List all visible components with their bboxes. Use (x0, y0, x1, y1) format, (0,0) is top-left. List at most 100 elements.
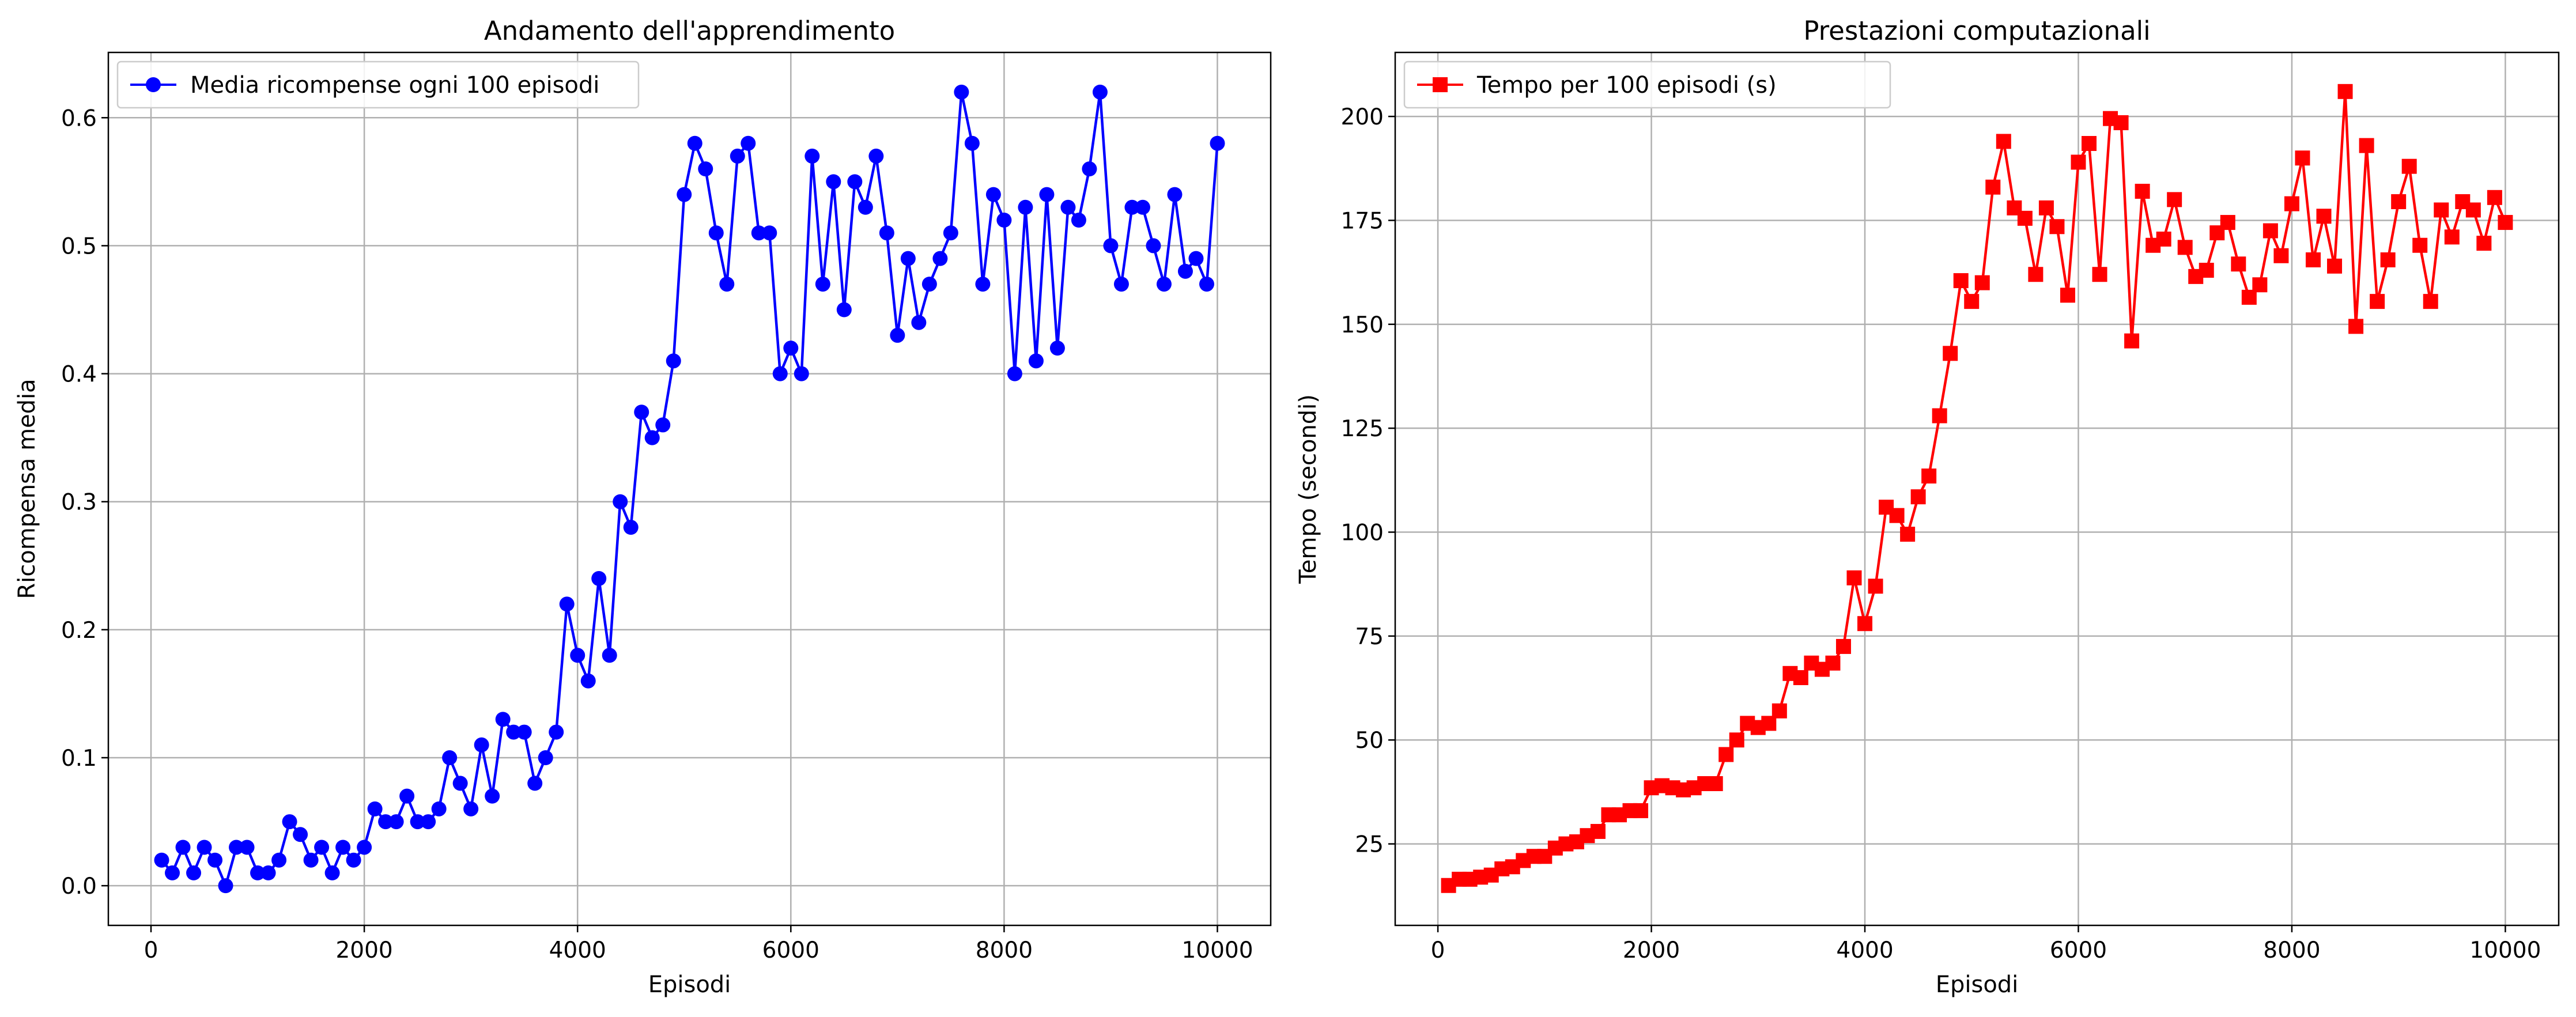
data-point (1113, 277, 1129, 292)
data-point (804, 148, 820, 164)
data-point (2444, 229, 2460, 245)
data-point (1910, 489, 1926, 505)
data-point (229, 840, 244, 855)
data-point (655, 417, 671, 433)
data-point (954, 84, 969, 100)
data-point (549, 724, 564, 740)
series-line (160, 90, 1219, 887)
data-point (613, 494, 628, 509)
data-point (2049, 219, 2065, 235)
data-point (570, 648, 586, 663)
data-point (2263, 223, 2278, 239)
x-tick-label: 0 (144, 937, 158, 963)
data-point (2231, 256, 2246, 272)
data-point (431, 801, 447, 816)
y-tick-label: 0.0 (61, 874, 97, 899)
data-point (324, 865, 340, 880)
y-tick-label: 50 (1355, 728, 1384, 754)
data-point (1007, 366, 1022, 381)
data-point (666, 353, 681, 369)
chart-panel-learning: 0 2000 4000 6000 8000 10000 0.0 0.1 0.2 0.3 0.4 0.5… (14, 16, 1272, 998)
legend-box (1403, 61, 1891, 109)
x-tick-label: 4000 (1836, 937, 1893, 963)
grid-lines (108, 52, 1271, 925)
data-point (815, 277, 830, 292)
x-axis-label: Episodi (1936, 971, 2019, 998)
data-point (1199, 277, 1214, 292)
data-point (2487, 190, 2502, 205)
y-tick-label: 200 (1341, 104, 1384, 130)
data-point (826, 174, 841, 190)
data-point (900, 251, 916, 266)
data-point (239, 840, 255, 855)
data-point (367, 801, 383, 816)
data-point (591, 570, 607, 586)
data-point (1082, 161, 1097, 177)
data-point (2391, 194, 2407, 209)
data-point (932, 251, 948, 266)
data-point (1868, 579, 1883, 594)
x-axis-label: Episodi (648, 971, 731, 998)
y-tick-label: 100 (1341, 520, 1384, 546)
data-point (868, 148, 884, 164)
y-tick-label: 0.5 (61, 233, 97, 259)
x-tick-label: 8000 (2263, 937, 2320, 963)
y-tick-label: 150 (1341, 312, 1384, 338)
data-point (293, 827, 308, 842)
data-point (1846, 570, 1862, 585)
data-point (1857, 616, 1873, 632)
y-tick-label: 0.2 (61, 618, 97, 644)
x-tick-label: 6000 (2050, 937, 2107, 963)
data-point (1060, 199, 1076, 215)
legend: Media ricompense ogni 100 episodi (116, 61, 640, 109)
legend: Tempo per 100 episodi (s) (1403, 61, 1891, 109)
data-point (463, 801, 479, 816)
data-point (2337, 84, 2353, 99)
data-point (1921, 468, 1937, 484)
data-point (741, 135, 756, 151)
data-point (2434, 202, 2449, 218)
data-point (890, 327, 905, 343)
y-tick-label: 25 (1355, 832, 1384, 858)
data-point (943, 225, 958, 241)
y-tick-label: 125 (1341, 416, 1384, 442)
y-tick-label: 0.6 (61, 105, 97, 131)
legend-marker-circle (146, 77, 161, 92)
data-point (2498, 215, 2513, 230)
chart-title: Andamento dell'apprendimento (484, 16, 895, 46)
plot-area-frame (107, 51, 1272, 927)
data-point (2359, 138, 2374, 153)
legend-label: Tempo per 100 episodi (s) (1476, 72, 1777, 99)
data-point (2465, 202, 2481, 218)
data-point (698, 161, 713, 177)
data-point (2348, 319, 2364, 334)
series-lines (154, 84, 1225, 894)
x-tick-label: 8000 (976, 937, 1033, 963)
data-point (218, 878, 233, 894)
data-point (154, 852, 169, 868)
data-point (1188, 251, 1204, 266)
data-point (879, 225, 894, 241)
data-point (677, 187, 692, 202)
data-point (1835, 638, 1851, 654)
data-point (2327, 258, 2343, 274)
data-point (623, 520, 639, 535)
data-point (996, 213, 1012, 228)
data-point (2081, 135, 2097, 151)
data-point (2316, 209, 2332, 224)
chart-title: Prestazioni computazionali (1803, 16, 2150, 46)
data-point (847, 174, 863, 190)
x-tick-label: 2000 (1623, 937, 1680, 963)
data-point (559, 596, 575, 612)
data-point (2124, 333, 2140, 349)
legend-marker-square (1433, 77, 1448, 92)
data-point (2476, 236, 2492, 251)
data-point (836, 302, 852, 317)
data-point (303, 852, 319, 868)
data-point (1996, 134, 2011, 149)
data-point (2284, 196, 2299, 211)
data-point (2028, 267, 2044, 282)
data-point (858, 199, 873, 215)
data-point (985, 187, 1001, 202)
